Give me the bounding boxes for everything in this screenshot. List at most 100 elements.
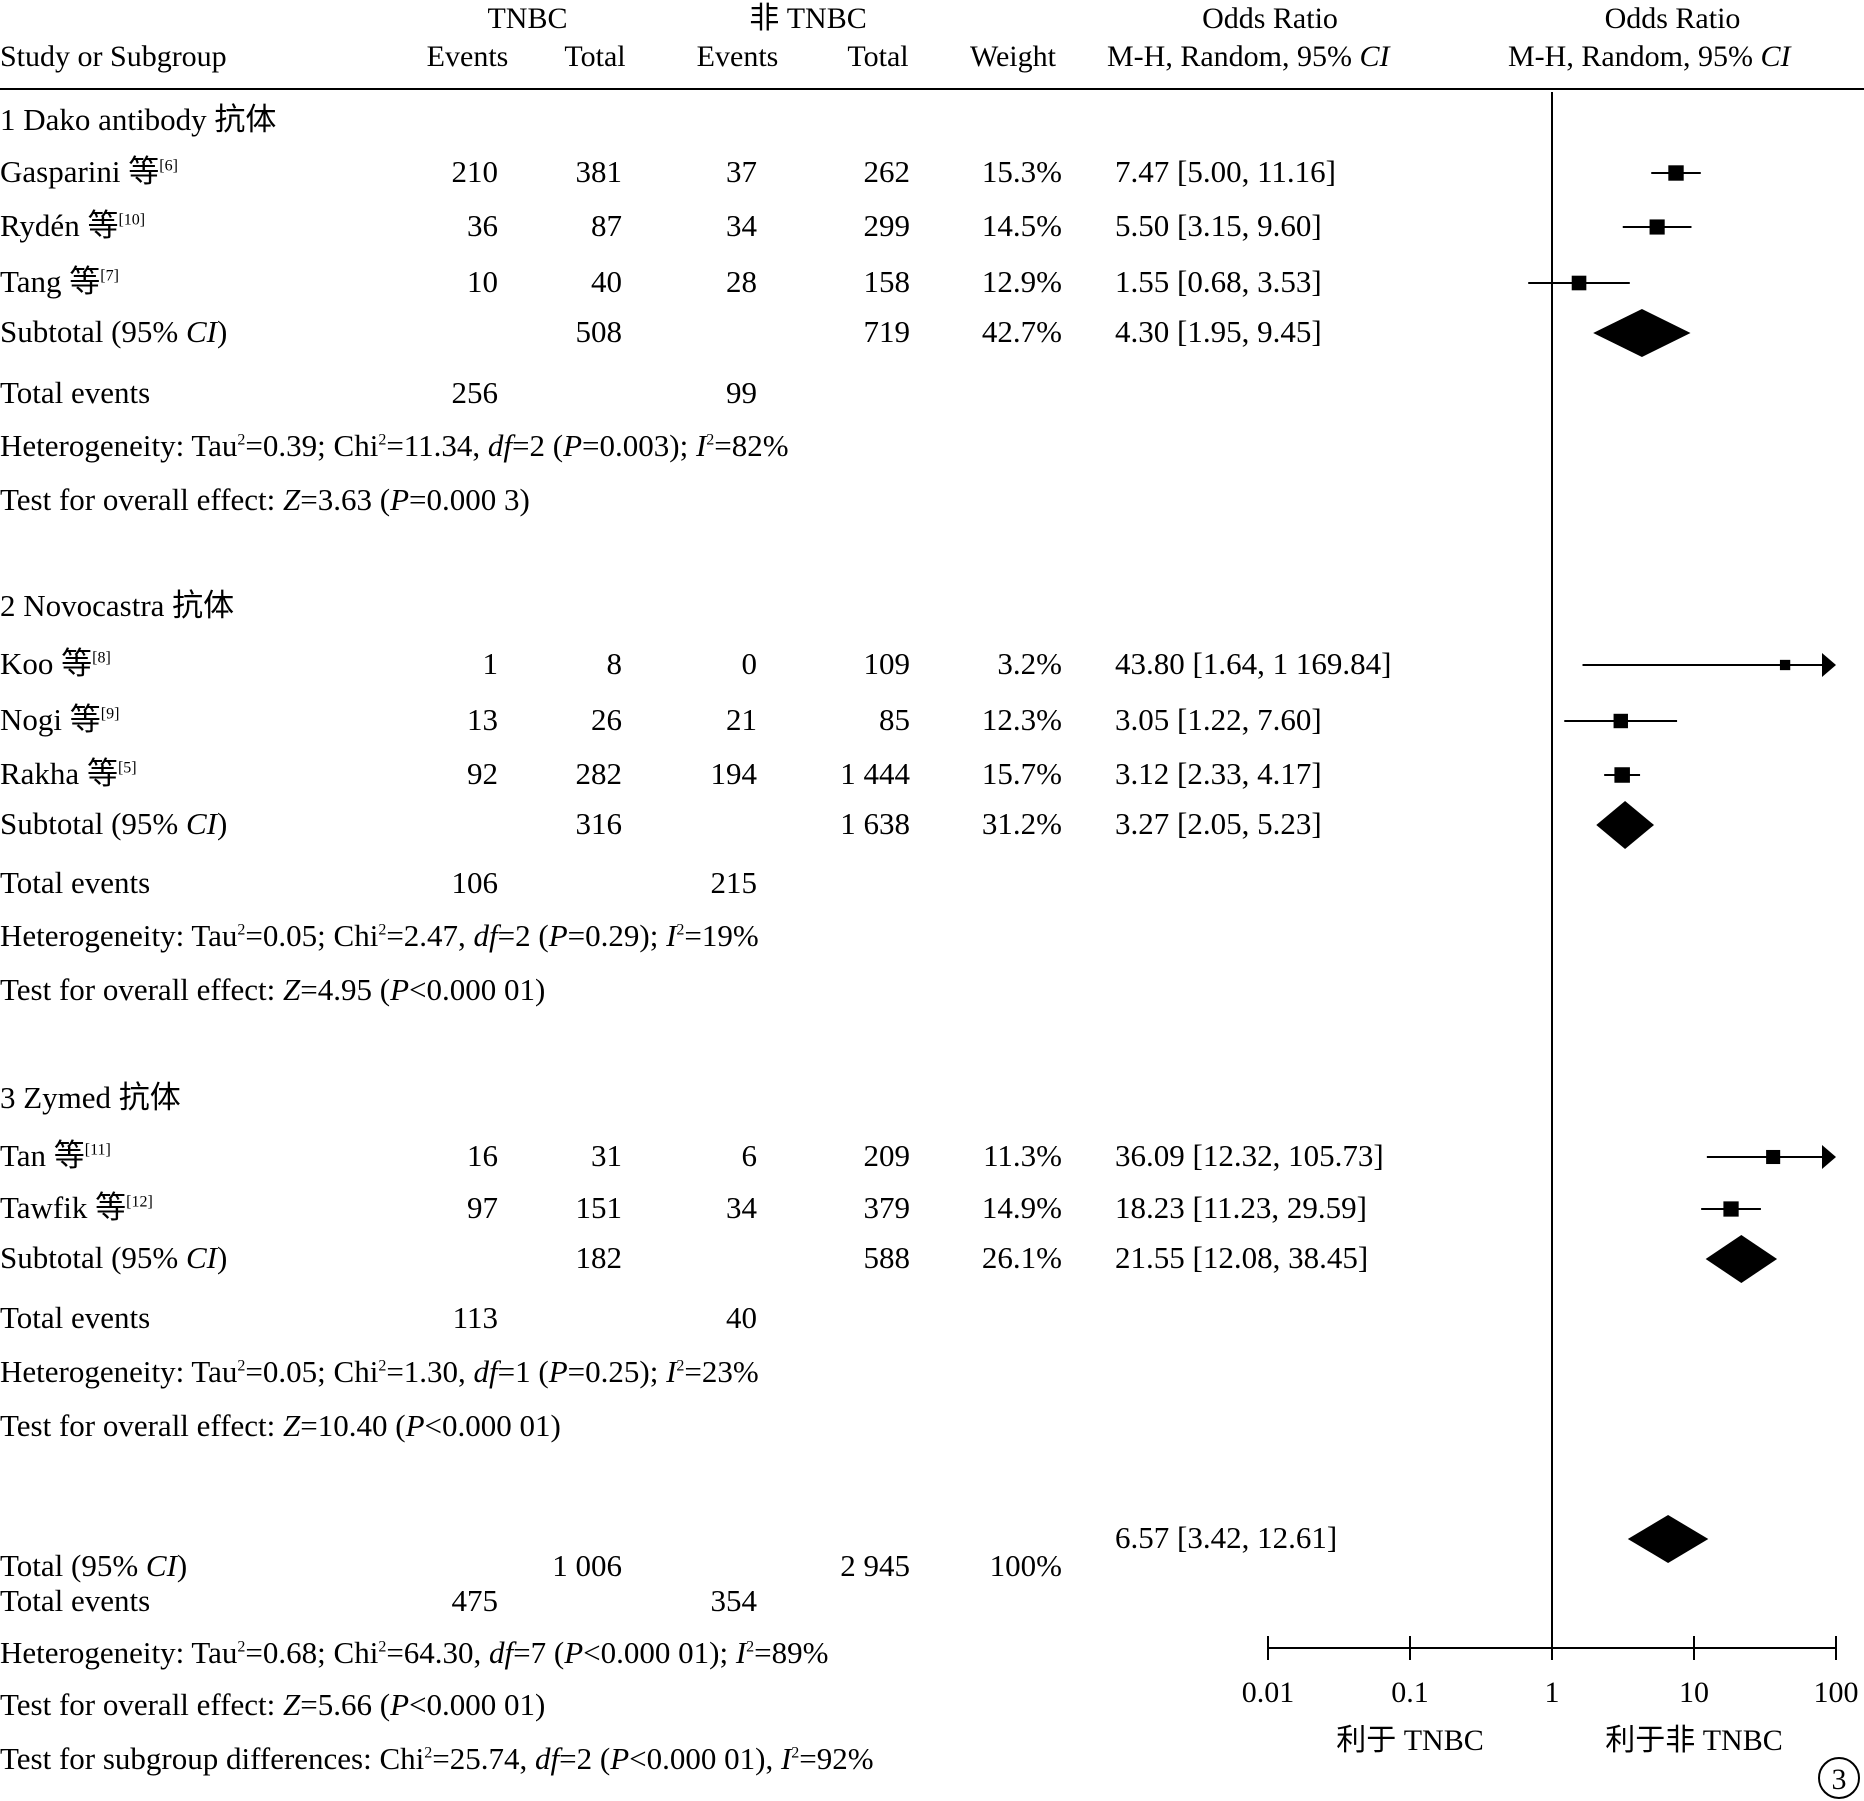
subgroup-heading: 1 Dako antibody 抗体 [0, 102, 277, 137]
study-marker [1766, 1149, 1781, 1165]
study-marker [1613, 713, 1628, 729]
subtotal-label: Subtotal (95% CI) [0, 1240, 228, 1275]
weight-cell: 14.5% [981, 208, 1062, 243]
tnbc-total-cell: 8 [606, 646, 623, 681]
study-marker [1571, 275, 1587, 291]
overall-total-odds-ratio: 6.57 [3.42, 12.61] [1115, 1520, 1338, 1555]
odds-ratio-cell: 36.09 [12.32, 105.73] [1115, 1138, 1384, 1173]
study-marker [1614, 767, 1630, 783]
summary-diamond [1627, 1515, 1709, 1563]
header-odds-ratio-col: Odds Ratio [1202, 2, 1338, 35]
tnbc-events-cell: 97 [467, 1190, 498, 1225]
tnbc-events-cell: 13 [467, 702, 498, 737]
overall-effect-test: Test for overall effect: Z=3.63 (P=0.000… [0, 482, 530, 517]
tnbc-total-cell: 151 [575, 1190, 623, 1225]
x-tick-label: 10 [1679, 1676, 1709, 1709]
study-name: Tang 等[7] [0, 264, 119, 299]
subtotal-non-tnbc-total: 719 [863, 314, 911, 349]
heterogeneity-stats: Heterogeneity: Tau2=0.68; Chi2=64.30, df… [0, 1635, 829, 1670]
subtotal-non-tnbc-total: 1 638 [840, 806, 910, 841]
subtotal-label: Subtotal (95% CI) [0, 314, 228, 349]
ci-arrow [1822, 1145, 1836, 1169]
subtotal-label: Subtotal (95% CI) [0, 806, 228, 841]
header-or-method-col: M-H, Random, 95% CI [1107, 40, 1390, 73]
total-events-tnbc: 256 [451, 375, 499, 410]
total-events-label: Total events [0, 375, 151, 410]
subtotal-odds-ratio: 3.27 [2.05, 5.23] [1115, 806, 1322, 841]
non-tnbc-events-cell: 0 [741, 646, 758, 681]
header-or-method-plot: M-H, Random, 95% CI [1508, 40, 1791, 73]
figure-number-badge: 3 [1818, 1757, 1860, 1799]
weight-cell: 14.9% [981, 1190, 1062, 1225]
tnbc-events-cell: 16 [467, 1138, 498, 1173]
summary-diamond [1705, 1235, 1778, 1283]
non-tnbc-total-cell: 85 [879, 702, 910, 737]
tnbc-total-cell: 87 [591, 208, 622, 243]
tnbc-total-cell: 31 [591, 1138, 622, 1173]
study-name: Rakha 等[5] [0, 756, 137, 791]
non-tnbc-events-cell: 21 [726, 702, 757, 737]
total-events-label: Total events [0, 1300, 151, 1335]
subtotal-weight: 42.7% [981, 314, 1062, 349]
tnbc-events-cell: 210 [451, 154, 499, 189]
study-name: Rydén 等[10] [0, 208, 146, 243]
subtotal-tnbc-total: 182 [575, 1240, 623, 1275]
summary-diamond [1593, 309, 1691, 357]
odds-ratio-cell: 7.47 [5.00, 11.16] [1115, 154, 1336, 189]
subtotal-tnbc-total: 316 [575, 806, 623, 841]
non-tnbc-events-cell: 6 [741, 1138, 758, 1173]
total-events-non-tnbc: 215 [710, 865, 758, 900]
study-marker [1649, 219, 1665, 235]
weight-cell: 12.9% [981, 264, 1062, 299]
subgroup-heading: 2 Novocastra 抗体 [0, 588, 235, 623]
weight-cell: 3.2% [997, 646, 1062, 681]
tnbc-total-cell: 282 [575, 756, 623, 791]
header-odds-ratio-plot: Odds Ratio [1604, 2, 1741, 35]
tnbc-total-cell: 40 [591, 264, 622, 299]
ci-arrow [1822, 653, 1836, 677]
overall-effect-test: Test for overall effect: Z=4.95 (P<0.000… [0, 972, 546, 1007]
subtotal-weight: 26.1% [981, 1240, 1062, 1275]
x-tick-label: 0.01 [1242, 1676, 1295, 1709]
header-weight: Weight [970, 40, 1056, 73]
tnbc-total-cell: 26 [591, 702, 622, 737]
subtotal-weight: 31.2% [981, 806, 1062, 841]
study-name: Koo 等[8] [0, 646, 111, 681]
non-tnbc-total-cell: 158 [863, 264, 911, 299]
heterogeneity-stats: Heterogeneity: Tau2=0.39; Chi2=11.34, df… [0, 428, 789, 463]
subtotal-odds-ratio: 4.30 [1.95, 9.45] [1115, 314, 1322, 349]
study-name: Tawfik 等[12] [0, 1190, 153, 1225]
overall-effect-test: Test for overall effect: Z=10.40 (P<0.00… [0, 1408, 561, 1443]
summary-diamond [1596, 801, 1655, 849]
odds-ratio-cell: 43.80 [1.64, 1 169.84] [1115, 646, 1392, 681]
header-group-tnbc: TNBC [487, 2, 568, 35]
odds-ratio-cell: 3.12 [2.33, 4.17] [1115, 756, 1322, 791]
weight-cell: 12.3% [981, 702, 1062, 737]
subtotal-non-tnbc-total: 588 [863, 1240, 911, 1275]
weight-cell: 15.3% [981, 154, 1062, 189]
tnbc-events-cell: 36 [467, 208, 498, 243]
x-label-favours-tnbc: 利于 TNBC [1336, 1724, 1484, 1757]
total-events-tnbc: 106 [451, 865, 499, 900]
header-events-2: Events [696, 40, 779, 73]
weight-cell: 11.3% [983, 1138, 1062, 1173]
weight-cell: 15.7% [981, 756, 1062, 791]
study-marker [1668, 165, 1684, 181]
heterogeneity-stats: Heterogeneity: Tau2=0.05; Chi2=1.30, df=… [0, 1354, 759, 1389]
subtotal-odds-ratio: 21.55 [12.08, 38.45] [1115, 1240, 1369, 1275]
overall-effect-test: Test for overall effect: Z=5.66 (P<0.000… [0, 1687, 546, 1722]
overall-effect-test: Test for subgroup differences: Chi2=25.7… [0, 1741, 874, 1776]
non-tnbc-total-cell: 109 [863, 646, 911, 681]
total-events-tnbc: 113 [452, 1300, 498, 1335]
study-marker [1723, 1201, 1739, 1217]
subgroup-heading: 3 Zymed 抗体 [0, 1080, 181, 1115]
total-events-label: Total events [0, 1583, 151, 1618]
non-tnbc-events-cell: 34 [726, 1190, 757, 1225]
tnbc-events-cell: 92 [467, 756, 498, 791]
non-tnbc-total-cell: 262 [863, 154, 911, 189]
non-tnbc-events-cell: 194 [710, 756, 758, 791]
non-tnbc-total-cell: 209 [863, 1138, 911, 1173]
total-events-non-tnbc: 99 [726, 375, 757, 410]
non-tnbc-total-cell: 379 [863, 1190, 911, 1225]
